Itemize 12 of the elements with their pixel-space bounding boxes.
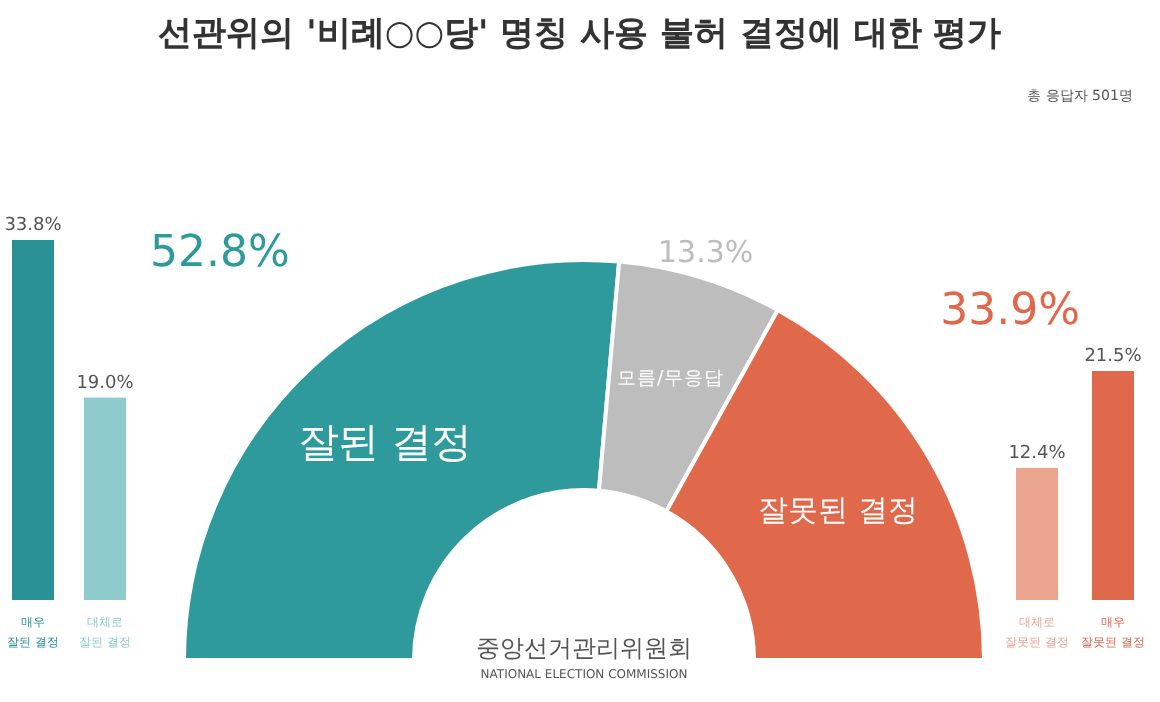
data-label: 52.8% [150, 228, 290, 278]
slice-label: 잘못된 결정 [758, 492, 918, 529]
data-label: 13.3% [658, 234, 754, 271]
data-label: 12.4% [1008, 443, 1067, 464]
data-label: 33.8% [4, 216, 63, 236]
slice-label: 모름/무응답 [617, 368, 724, 391]
data-label: 21.5% [1084, 347, 1143, 368]
slice-label: 잘된 결정 [298, 417, 472, 466]
data-label: 19.0% [76, 373, 135, 394]
data-label: 33.9% [940, 286, 1080, 336]
text: 중앙선거관리위원회 [476, 634, 692, 662]
chart-title: 선관위의 '비례○○당' 명칭 사용 불허 결정에 대한 평가 [158, 14, 1002, 54]
